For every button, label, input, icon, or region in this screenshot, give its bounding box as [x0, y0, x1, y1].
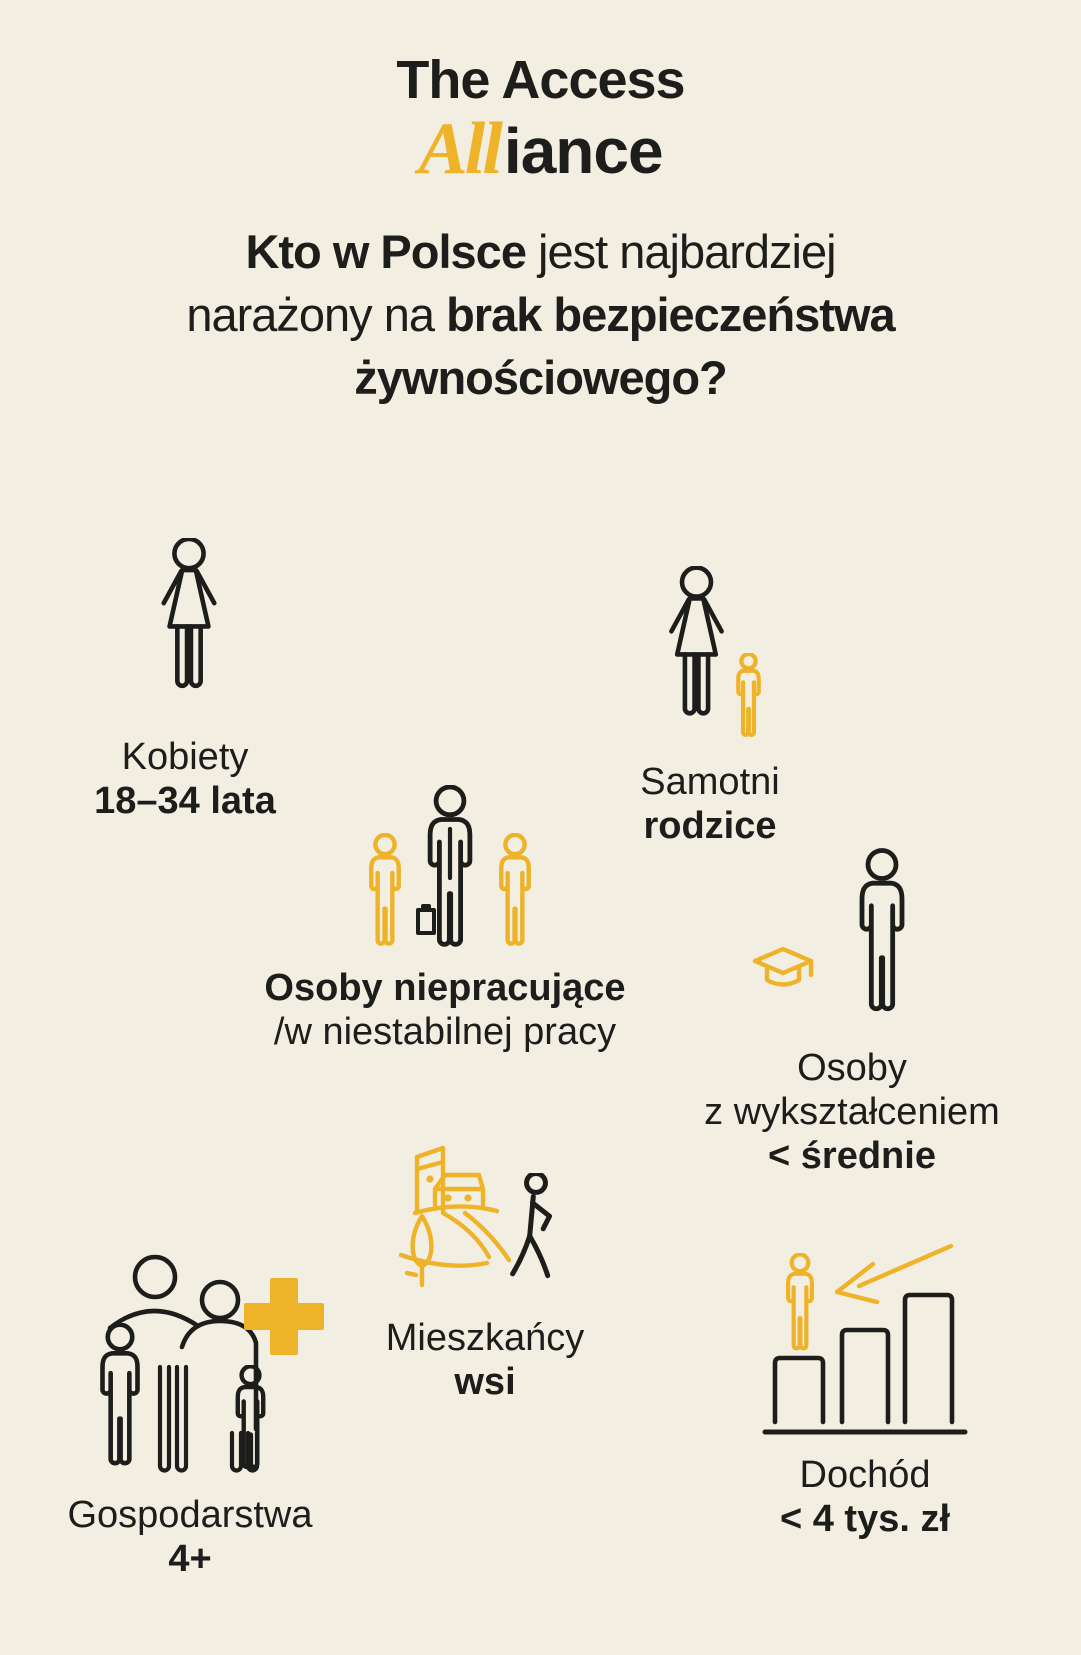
back-parents-icons — [107, 1254, 260, 1473]
plus-icon — [244, 1278, 324, 1355]
single-parent-child-icon — [655, 566, 761, 737]
village-walking-person-icon — [398, 1145, 605, 1288]
arrow-down-left-icon — [834, 1243, 954, 1305]
samotni-label: Samotni rodzice — [640, 761, 780, 847]
front-adult-icon — [103, 1325, 138, 1463]
person-graduation-cap-icon — [752, 848, 930, 1038]
village-icon — [398, 1145, 512, 1288]
family-four-plus-icon — [80, 1254, 324, 1473]
small-person-icon — [786, 1253, 814, 1351]
logo-line1: The Access — [396, 50, 685, 110]
tree-icon — [410, 1213, 434, 1269]
logo-line2: Alliance — [0, 107, 1081, 190]
walking-person-icon — [513, 1173, 550, 1275]
title-line-1: Kto w Polsce jest najbardziej — [245, 225, 836, 278]
logo: The Access Alliance — [0, 52, 1081, 188]
gospodarstwa-label: Gospodarstwa 4+ — [67, 1494, 313, 1580]
front-child-icon — [235, 1365, 266, 1469]
dochod-label: Dochód < 4 tys. zł — [779, 1454, 951, 1540]
graduation-cap-icon — [752, 946, 814, 987]
title-line-3: żywnościowego? — [354, 351, 727, 404]
three-people-briefcase-icon — [355, 785, 545, 965]
woman-outline-icon — [147, 538, 231, 713]
briefcase-icon — [416, 904, 436, 935]
title-line-2: narażony na brak bezpieczeństwa — [186, 288, 895, 341]
income-bar-chart-arrow-icon — [762, 1243, 968, 1435]
page-title: Kto w Polsce jest najbardziej narażony n… — [0, 220, 1081, 409]
kobiety-label: Kobiety 18–34 lata — [94, 736, 276, 822]
niepracujace-label: Osoby niepracujące /w niestabilnej pracy — [264, 967, 626, 1053]
wyksztalcenie-label: Osoby z wykształceniem < średnie — [704, 1047, 1000, 1177]
logo-rest-text: iance — [503, 114, 664, 187]
logo-accent-text: All — [418, 107, 503, 190]
wies-label: Mieszkańcy wsi — [385, 1317, 585, 1403]
bar-chart-icon — [762, 1292, 968, 1435]
